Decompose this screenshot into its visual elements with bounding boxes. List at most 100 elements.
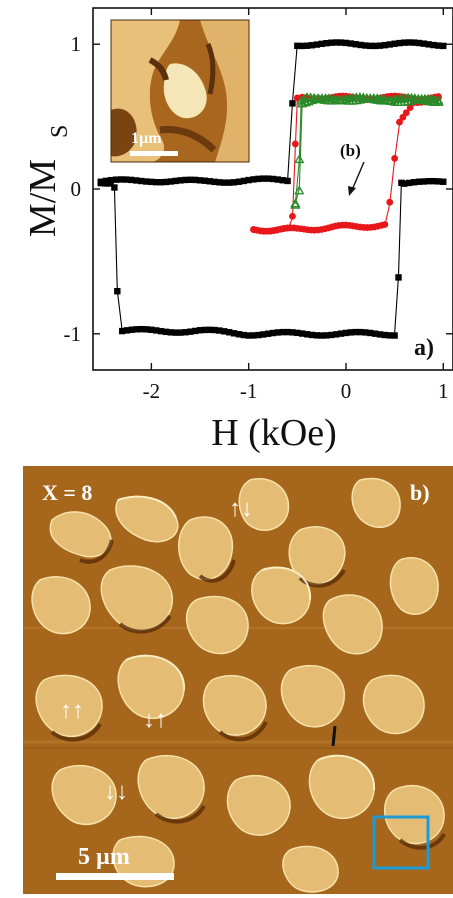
data-point: [391, 40, 398, 47]
domain-arrow-parallel-up: ↑↑: [60, 698, 84, 724]
data-point: [112, 176, 120, 183]
data-point: [128, 326, 136, 333]
data-point: [367, 329, 374, 337]
scan-defect: [331, 725, 337, 747]
data-point: [138, 177, 145, 185]
data-point: [386, 41, 393, 48]
data-point: [291, 140, 299, 148]
data-point: [357, 41, 364, 49]
data-point: [318, 40, 325, 48]
data-point: [201, 177, 209, 184]
data-point: [386, 95, 397, 105]
image-scalebar-label: 5 µm: [78, 844, 130, 870]
y-tick-label: 1: [71, 32, 82, 56]
data-point: [323, 332, 330, 339]
domain-arrow-down-down: ↓↓: [104, 779, 128, 805]
data-point: [391, 332, 398, 339]
inset-scalebar-label: 1µm: [131, 130, 162, 147]
data-point: [269, 175, 277, 183]
data-point: [269, 329, 277, 337]
data-point: [122, 176, 130, 183]
data-point: [371, 42, 379, 50]
data-point: [162, 328, 170, 336]
data-point: [398, 179, 405, 187]
data-point: [391, 154, 399, 162]
data-point: [294, 42, 301, 50]
data-point: [211, 178, 218, 186]
panel-a: -2 -1 0 1 -1 0 1 H (kOe) M/M S a) (b): [22, 7, 453, 454]
data-point: [303, 42, 311, 49]
data-point: [172, 329, 179, 336]
data-point: [245, 332, 252, 339]
data-point: [102, 180, 109, 187]
data-point: [298, 330, 306, 337]
series-1: [250, 92, 442, 235]
data-point: [435, 42, 442, 49]
data-point: [410, 39, 418, 46]
data-point: [342, 329, 350, 337]
data-point: [279, 328, 286, 336]
data-point: [337, 39, 345, 46]
annotation-arrow: [348, 161, 365, 196]
data-point: [376, 331, 384, 338]
data-point: [245, 176, 252, 184]
data-point: [250, 176, 257, 183]
data-point: [157, 179, 165, 186]
data-point: [425, 177, 432, 185]
data-point: [352, 328, 359, 336]
data-point: [415, 178, 423, 185]
axes: -2 -1 0 1 -1 0 1: [64, 8, 453, 403]
domain-walls: [50, 539, 446, 850]
data-point: [182, 329, 189, 336]
y-tick-label: -1: [64, 322, 82, 346]
data-point: [260, 331, 267, 338]
domain-highlights: [117, 495, 376, 791]
data-point: [107, 176, 115, 184]
data-point: [395, 274, 402, 281]
data-point: [114, 288, 121, 295]
data-point: [133, 326, 140, 333]
data-point: [240, 177, 248, 185]
series-line: [253, 97, 439, 231]
data-point: [148, 326, 155, 333]
series-0: [97, 39, 447, 339]
data-point: [333, 331, 340, 338]
data-point: [357, 328, 364, 336]
data-point: [177, 329, 184, 336]
data-point: [167, 178, 175, 185]
data-point: [347, 40, 355, 47]
data-point: [303, 331, 311, 338]
data-point: [362, 42, 369, 49]
data-point: [138, 325, 145, 333]
data-point: [230, 330, 238, 337]
data-point: [127, 176, 135, 184]
data-point: [290, 199, 301, 209]
data-point: [440, 178, 447, 185]
y-axis-label: M/M S: [22, 125, 73, 237]
series-line: [294, 98, 439, 204]
data-point: [191, 327, 199, 335]
data-point: [337, 330, 345, 337]
data-point: [420, 178, 428, 185]
x-tick-label: -2: [143, 379, 161, 403]
data-point: [97, 179, 104, 187]
inset-location-box: [372, 815, 430, 870]
data-point: [297, 98, 308, 108]
data-point: [196, 327, 204, 334]
data-point: [396, 39, 403, 47]
inset-afm-image: [111, 20, 249, 162]
data-point: [255, 331, 262, 339]
data-point: [367, 42, 374, 50]
y-axis-label-subscript: S: [47, 125, 73, 138]
data-point: [172, 177, 179, 185]
data-point: [386, 198, 394, 206]
data-point: [107, 180, 114, 187]
data-point: [342, 39, 350, 47]
data-point: [294, 185, 305, 195]
x-tick-label: 0: [341, 379, 352, 403]
data-point: [406, 104, 414, 111]
data-point: [415, 39, 423, 47]
data-point: [298, 42, 306, 50]
data-point: [206, 326, 213, 334]
data-point: [177, 177, 184, 184]
